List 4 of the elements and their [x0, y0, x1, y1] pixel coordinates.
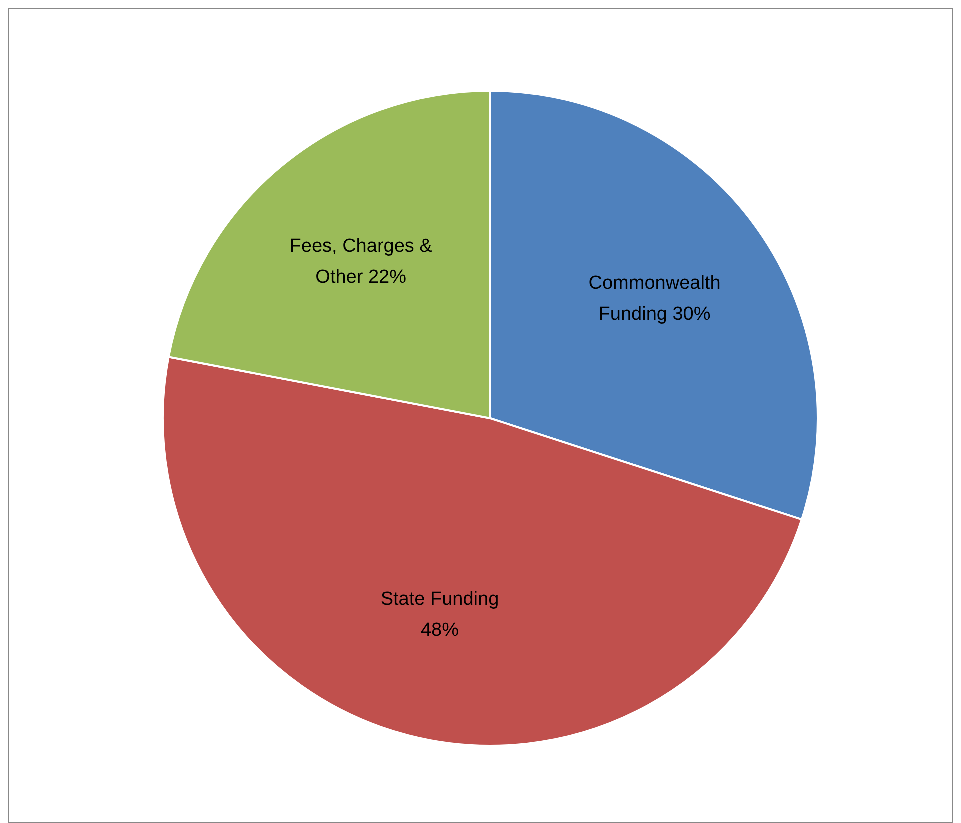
slice-label: Fees, Charges & Other 22%: [290, 236, 433, 288]
slice-label: Commonwealth Funding 30%: [588, 272, 721, 325]
slice-label: State Funding: [380, 588, 500, 610]
data-label: 48%: [420, 620, 460, 641]
